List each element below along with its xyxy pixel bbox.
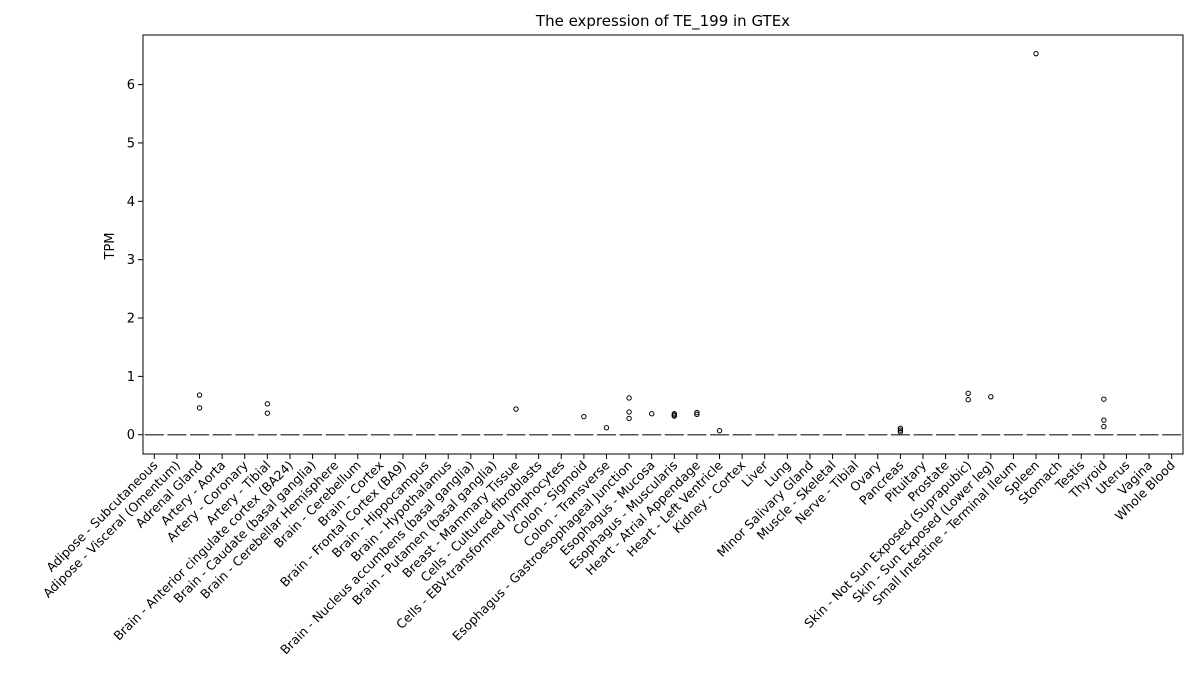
outlier-point [897,427,904,433]
y-tick-label: 5 [127,136,135,151]
outlier-point [897,429,904,435]
outlier-points [196,50,1107,435]
outlier-point [694,411,700,418]
y-axis-ticks: 0 1 2 3 4 5 6 [127,78,143,443]
outlier-point [965,397,971,403]
outlier-point [648,411,655,417]
outlier-point [196,392,203,398]
plot-area-frame [142,34,1184,455]
outlier-point [626,409,632,415]
y-tick-label: 4 [127,195,135,210]
y-tick-label: 6 [127,78,135,93]
outlier-point [264,410,271,416]
outlier-point [581,413,587,420]
y-tick-label: 1 [127,370,135,385]
outlier-point [988,394,994,400]
outlier-point [513,406,519,412]
outlier-point [897,425,904,432]
outlier-point [196,405,203,411]
outlier-point [965,390,971,397]
chart-title: The expression of TE_199 in GTEx [535,12,790,31]
outlier-point [626,415,632,422]
outlier-point [671,411,678,417]
outlier-point [1101,423,1107,430]
y-axis-label: TPM [103,233,118,261]
outlier-point [626,395,632,401]
outlier-point [694,409,700,416]
outlier-point [264,401,271,407]
x-tick-label: Adipose - Visceral (Omentum) [40,458,183,601]
y-tick-label: 2 [127,312,135,327]
outlier-point [603,425,610,431]
y-tick-label: 3 [127,253,135,268]
outlier-point [1101,417,1107,423]
outlier-point [716,427,723,434]
outlier-point [1033,50,1039,57]
y-tick-label: 0 [127,428,135,443]
outlier-point [1101,396,1107,402]
